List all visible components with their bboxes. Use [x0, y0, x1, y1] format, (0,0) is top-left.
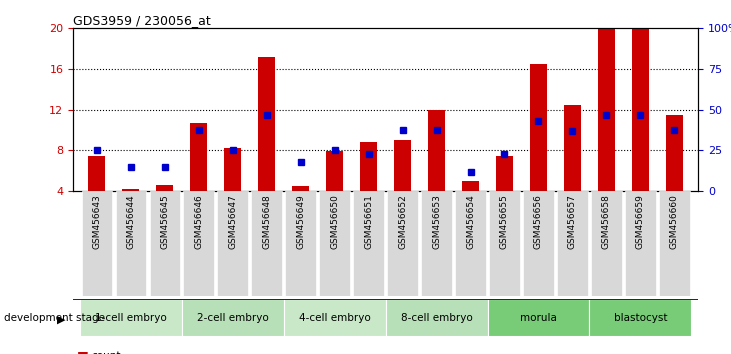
Bar	[557, 191, 588, 296]
Bar	[251, 191, 282, 296]
Bar	[156, 185, 173, 191]
Bar	[462, 181, 479, 191]
Text: 8-cell embryo: 8-cell embryo	[401, 313, 472, 323]
Text: morula: morula	[520, 313, 557, 323]
Bar	[428, 110, 445, 191]
Bar	[625, 191, 656, 296]
Text: GSM456659: GSM456659	[636, 194, 645, 249]
Bar	[115, 191, 146, 296]
Text: GSM456645: GSM456645	[160, 194, 170, 249]
Text: GSM456658: GSM456658	[602, 194, 611, 249]
Bar	[386, 299, 488, 336]
Text: ■: ■	[77, 349, 88, 354]
Text: GSM456643: GSM456643	[92, 194, 102, 249]
Bar	[80, 299, 182, 336]
Text: development stage: development stage	[4, 313, 105, 323]
Text: GSM456647: GSM456647	[228, 194, 238, 249]
Bar	[258, 57, 275, 191]
Text: GSM456656: GSM456656	[534, 194, 543, 249]
Bar	[598, 28, 615, 191]
Bar	[394, 140, 411, 191]
Text: count: count	[91, 351, 121, 354]
Bar	[284, 299, 386, 336]
Text: ▶: ▶	[57, 314, 66, 325]
Text: GSM456652: GSM456652	[398, 194, 407, 249]
Bar	[455, 191, 486, 296]
Text: blastocyst: blastocyst	[613, 313, 667, 323]
Text: GSM456653: GSM456653	[432, 194, 441, 249]
Bar	[666, 115, 683, 191]
Bar	[589, 299, 692, 336]
Text: GSM456660: GSM456660	[670, 194, 679, 249]
Text: GSM456655: GSM456655	[500, 194, 509, 249]
Bar	[353, 191, 384, 296]
Text: GSM456644: GSM456644	[126, 194, 135, 249]
Bar	[496, 155, 513, 191]
Bar	[591, 191, 621, 296]
Bar	[488, 299, 589, 336]
Bar	[326, 152, 343, 191]
Bar	[224, 148, 241, 191]
Text: GSM456649: GSM456649	[296, 194, 305, 249]
Bar	[530, 64, 547, 191]
Text: GSM456657: GSM456657	[568, 194, 577, 249]
Bar	[360, 142, 377, 191]
Text: 1-cell embryo: 1-cell embryo	[95, 313, 167, 323]
Bar	[523, 191, 554, 296]
Bar	[190, 123, 208, 191]
Bar	[292, 186, 309, 191]
Text: GSM456650: GSM456650	[330, 194, 339, 249]
Bar	[122, 189, 140, 191]
Bar	[182, 299, 284, 336]
Text: GDS3959 / 230056_at: GDS3959 / 230056_at	[73, 14, 211, 27]
Bar	[82, 191, 112, 296]
Bar	[564, 105, 581, 191]
Bar	[88, 155, 105, 191]
Bar	[421, 191, 452, 296]
Bar	[217, 191, 248, 296]
Text: GSM456654: GSM456654	[466, 194, 475, 249]
Bar	[285, 191, 316, 296]
Text: GSM456648: GSM456648	[262, 194, 271, 249]
Bar	[183, 191, 214, 296]
Bar	[319, 191, 350, 296]
Text: GSM456651: GSM456651	[364, 194, 373, 249]
Bar	[659, 191, 689, 296]
Text: 4-cell embryo: 4-cell embryo	[299, 313, 371, 323]
Text: 2-cell embryo: 2-cell embryo	[197, 313, 268, 323]
Bar	[632, 28, 649, 191]
Text: GSM456646: GSM456646	[194, 194, 203, 249]
Bar	[387, 191, 418, 296]
Bar	[150, 191, 180, 296]
Bar	[489, 191, 520, 296]
